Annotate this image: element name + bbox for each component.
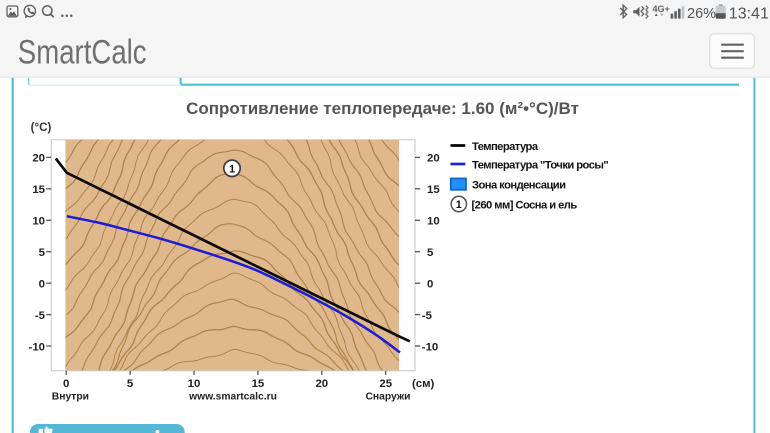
svg-text:1: 1 [229,163,235,175]
svg-text:[260 мм] Сосна и ель: [260 мм] Сосна и ель [472,199,578,211]
svg-text:5: 5 [427,247,434,259]
svg-text:0: 0 [427,279,433,291]
svg-text:(°С): (°С) [31,121,52,134]
svg-text:0: 0 [39,279,45,291]
svg-text:10: 10 [427,216,440,228]
svg-text:26%: 26% [687,6,716,22]
svg-text:10: 10 [32,216,45,228]
svg-text:15: 15 [32,184,45,196]
svg-text:-10: -10 [29,341,45,353]
svg-text:20: 20 [427,153,440,165]
svg-text:10: 10 [188,378,201,390]
svg-text:Снаружи: Снаружи [365,392,410,403]
svg-text:Температура: Температура [472,141,539,153]
svg-text:5: 5 [127,378,134,390]
svg-text:Внутри: Внутри [52,392,89,403]
svg-text:-5: -5 [422,310,433,322]
svg-text:(см): (см) [412,378,435,390]
svg-text:1: 1 [456,199,462,211]
svg-text:15: 15 [427,184,440,196]
svg-text:0: 0 [63,378,69,390]
svg-text:20: 20 [32,153,45,165]
svg-text:25: 25 [379,378,392,390]
svg-text:13:41: 13:41 [729,5,769,22]
svg-text:Сопротивление теплопередаче: 1: Сопротивление теплопередаче: 1.60 (м²•°С… [186,99,579,118]
svg-text:SmartCalc: SmartCalc [18,33,147,72]
svg-text:4G+: 4G+ [653,4,670,14]
svg-text:20: 20 [315,378,328,390]
svg-text:www.smartcalc.ru: www.smartcalc.ru [188,392,277,403]
svg-text:Температура "Точки росы": Температура "Точки росы" [472,159,608,171]
svg-text:15: 15 [252,378,265,390]
svg-text:5: 5 [39,247,46,259]
svg-text:-5: -5 [35,310,46,322]
svg-text:-10: -10 [422,341,438,353]
svg-text:Зона конденсации: Зона конденсации [472,179,566,191]
